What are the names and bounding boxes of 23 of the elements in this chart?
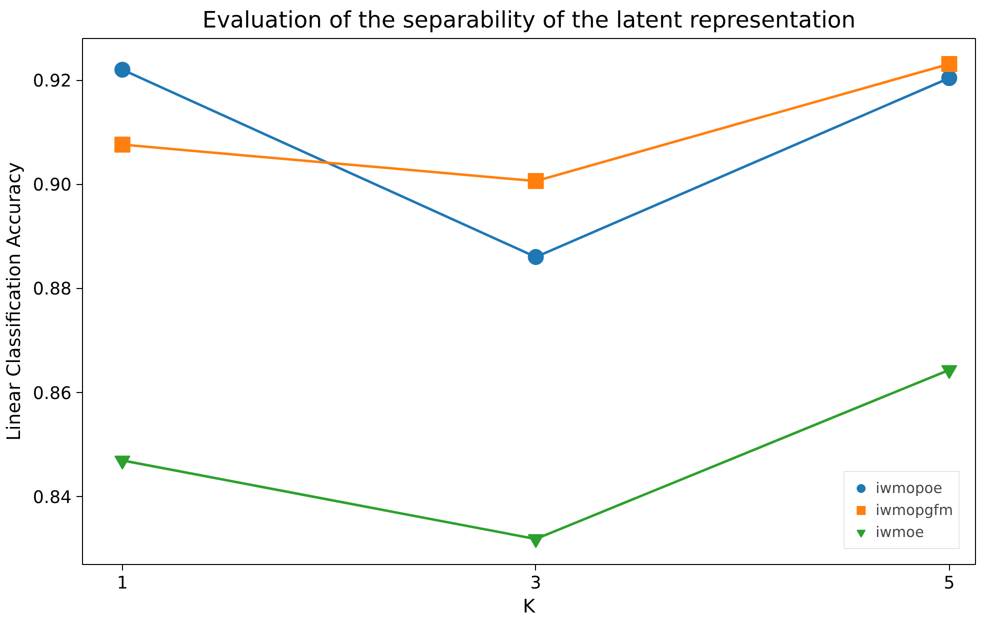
point: [114, 136, 130, 153]
y-tick-label: 0.84: [32, 488, 72, 508]
point: [528, 534, 544, 548]
x-axis-title: K: [522, 596, 536, 618]
x-tick-label: 5: [944, 574, 955, 594]
x-tick-label: 1: [116, 574, 128, 594]
legend-label: iwmopoe: [876, 480, 942, 496]
chart-title: Evaluation of the separability of the latent representation: [202, 8, 856, 34]
point: [528, 173, 544, 190]
point: [114, 456, 130, 470]
point: [941, 365, 958, 380]
legend-label: iwmoe: [876, 524, 924, 540]
x-tick-label: 3: [530, 574, 542, 594]
point: [941, 56, 958, 72]
legend-label: iwmopgfm: [876, 502, 953, 518]
y-tick-label: 0.92: [32, 72, 72, 92]
point: [114, 62, 130, 78]
point: [941, 70, 958, 86]
y-tick-label: 0.86: [32, 384, 72, 404]
y-tick-label: 0.88: [32, 280, 72, 300]
y-tick-label: 0.90: [32, 176, 72, 196]
point: [528, 249, 544, 265]
y-axis-title: Linear Classification Accuracy: [4, 162, 25, 441]
